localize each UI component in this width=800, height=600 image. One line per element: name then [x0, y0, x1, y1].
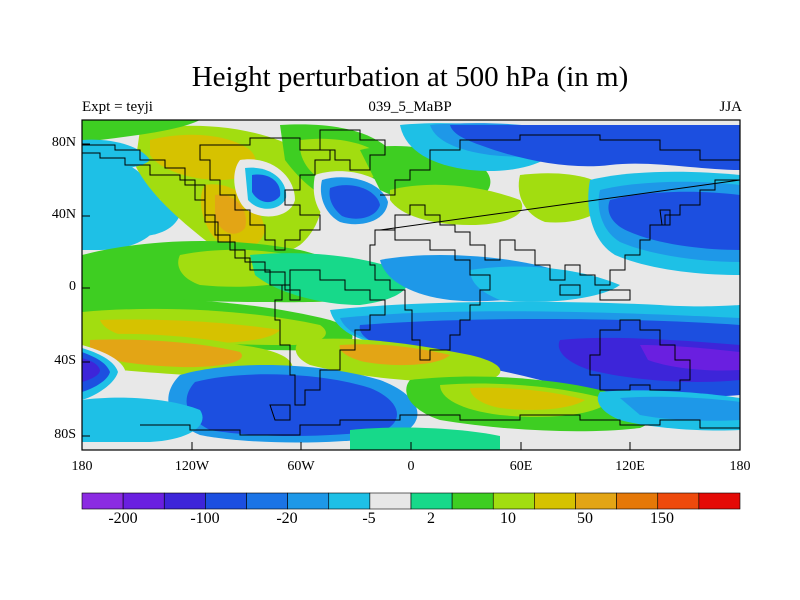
field-deep-blue — [82, 358, 100, 382]
outline-greenland — [319, 129, 386, 171]
field-blue — [252, 174, 281, 203]
colorbar-labels: -200 -100 -20 -5 2 10 50 150 — [108, 510, 674, 527]
map-title: Height perturbation at 500 hPa (in m) — [191, 61, 629, 93]
outline-south-america — [274, 269, 386, 406]
run-id-label: 039_5_MaBP — [368, 99, 452, 115]
colorbar-swatch — [163, 492, 206, 510]
experiment-label: Expt = teyji — [82, 99, 153, 115]
contour-field — [82, 120, 740, 450]
outline-africa — [369, 229, 491, 361]
x-tick-label: 60W — [287, 459, 315, 474]
continent-outlines — [82, 129, 740, 436]
colorbar-swatch — [246, 492, 288, 510]
field-green — [82, 120, 200, 140]
colorbar-swatch — [328, 492, 371, 510]
x-tick-label: 180 — [730, 459, 751, 474]
y-tick-label: 80N — [52, 135, 76, 150]
colorbar-swatch — [81, 492, 124, 510]
colorbar-swatch — [287, 492, 330, 510]
field-yellow — [470, 387, 585, 410]
field-light-blue — [82, 397, 203, 442]
colorbar-label: -100 — [190, 510, 219, 527]
field-light-blue — [82, 139, 150, 170]
colorbar-swatch — [451, 492, 494, 510]
colorbar-swatch — [657, 492, 700, 510]
outline-north-america — [82, 144, 301, 301]
x-tick-label: 0 — [408, 459, 415, 474]
x-tick-label: 120E — [615, 459, 645, 474]
colorbar-label: 10 — [500, 510, 516, 527]
outline-japan — [659, 209, 671, 226]
y-tick-label: 80S — [54, 427, 76, 442]
y-tick-label: 40S — [54, 353, 76, 368]
colorbar-label: 150 — [650, 510, 674, 527]
colorbar-swatch — [369, 492, 412, 510]
outline-eurasia — [379, 134, 740, 286]
outline-north-america — [199, 137, 331, 251]
colorbar-swatch — [205, 492, 247, 510]
outline-australia — [589, 319, 691, 391]
colorbar-label: 50 — [577, 510, 593, 527]
field-yellow — [150, 134, 256, 180]
field-blue — [608, 191, 740, 250]
x-tick-label: 180 — [72, 459, 93, 474]
plot-frame — [81, 119, 741, 451]
field-sky-blue — [620, 396, 740, 421]
colorbar-swatch — [122, 492, 165, 510]
colorbar-label: -5 — [362, 510, 375, 527]
colorbar-swatch — [575, 492, 617, 510]
colorbar-swatch — [492, 492, 535, 510]
y-axis-labels: 80N 40N 0 40S 80S — [52, 135, 76, 442]
field-blue — [450, 125, 740, 170]
x-axis-labels: 180 120W 60W 0 60E 120E 180 — [72, 459, 751, 474]
field-blue — [186, 374, 397, 436]
field-purple — [640, 345, 740, 371]
field-gold — [90, 339, 242, 368]
colorbar-label: 2 — [427, 510, 435, 527]
colorbar-label: -20 — [276, 510, 297, 527]
colorbar-swatch — [698, 492, 741, 510]
field-gold — [215, 194, 246, 234]
colorbar-swatch — [534, 492, 576, 510]
outline-antarctica — [140, 414, 740, 436]
season-label: JJA — [719, 99, 742, 115]
colorbar-swatch — [410, 492, 453, 510]
y-tick-label: 0 — [69, 279, 76, 294]
x-tick-label: 60E — [510, 459, 533, 474]
colorbar — [81, 492, 741, 510]
colorbar-swatch — [616, 492, 659, 510]
y-tick-label: 40N — [52, 207, 76, 222]
colorbar-label: -200 — [108, 510, 137, 527]
outline-indonesia — [559, 284, 631, 301]
outline-antarctic-islands — [269, 404, 291, 421]
field-blue — [329, 185, 380, 219]
field-teal — [250, 253, 408, 305]
field-light-blue — [95, 190, 180, 237]
x-tick-label: 120W — [175, 459, 210, 474]
field-teal — [350, 427, 500, 450]
